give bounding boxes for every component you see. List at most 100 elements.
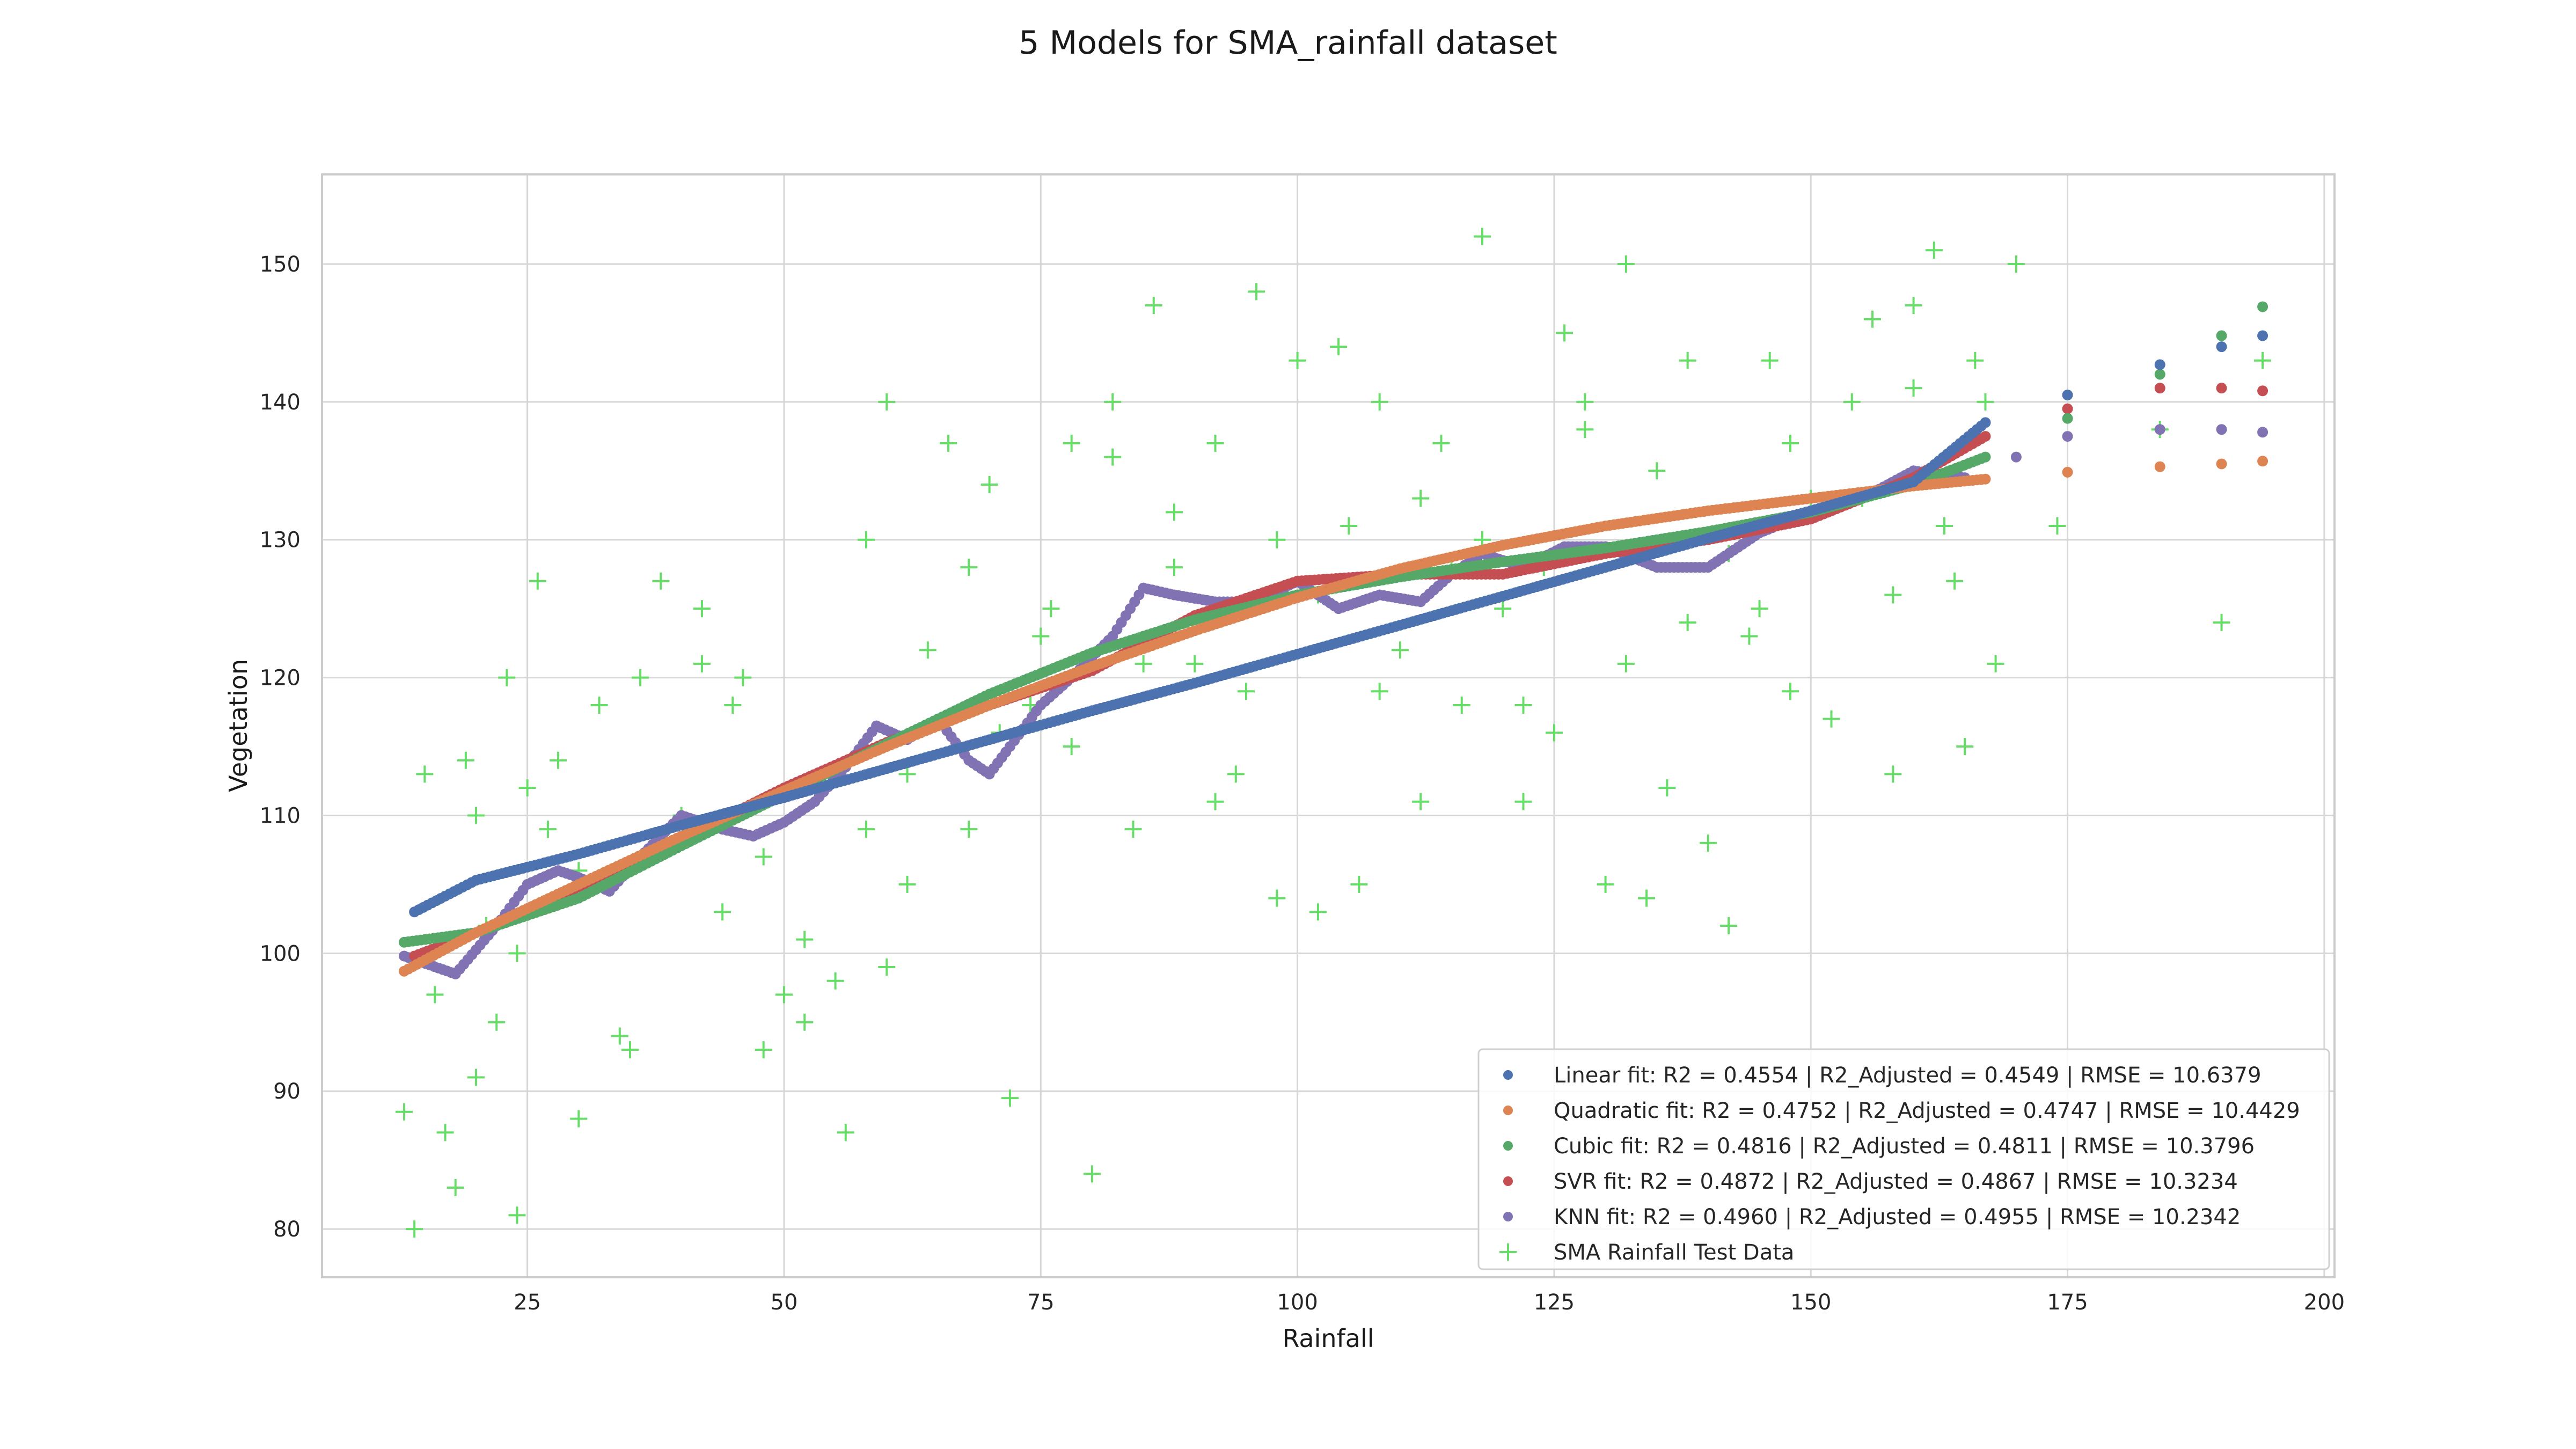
test-data-point [775, 986, 793, 1004]
test-data-point [416, 765, 434, 783]
test-data-point [898, 875, 916, 893]
test-data-point [1494, 600, 1512, 618]
fit-point [2154, 424, 2165, 435]
test-data-point [396, 1103, 413, 1121]
test-data-point [1166, 559, 1183, 576]
test-data-point [1371, 683, 1388, 700]
test-data-point [796, 1013, 814, 1031]
legend-marker [1503, 1141, 1513, 1151]
test-data-point [858, 821, 875, 838]
y-tick-label: 140 [260, 390, 301, 415]
test-data-point [1545, 724, 1563, 742]
y-tick-label: 90 [273, 1079, 301, 1104]
test-data-point [457, 751, 474, 769]
test-data-point [1309, 903, 1327, 921]
test-data-point [621, 1041, 639, 1059]
chart-title: 5 Models for SMA_rainfall dataset [1019, 24, 1557, 62]
y-tick-label: 120 [260, 666, 301, 691]
fit-point [2154, 383, 2165, 394]
test-data-point [1864, 310, 1882, 328]
fit-point [2257, 330, 2268, 341]
fit-point [2216, 424, 2227, 435]
test-data-point [1576, 421, 1594, 438]
test-data-point [1761, 352, 1779, 369]
fit-point [2257, 427, 2268, 438]
fit-point [2257, 385, 2268, 397]
x-tick-label: 50 [771, 1290, 798, 1315]
x-tick-label: 75 [1027, 1290, 1055, 1315]
test-data-point [467, 807, 485, 824]
series-sma [396, 228, 2272, 1238]
test-data-point [1597, 875, 1614, 893]
test-data-point [693, 600, 711, 618]
test-data-point [980, 475, 998, 493]
test-data-point [755, 1041, 772, 1059]
test-data-point [714, 903, 731, 921]
legend: Linear fit: R2 = 0.4554 | R2_Adjusted = … [1477, 1048, 2330, 1270]
test-data-point [898, 765, 916, 783]
test-data-point [2007, 255, 2025, 273]
test-data-point [1884, 765, 1902, 783]
x-tick-label: 150 [1790, 1290, 1831, 1315]
test-data-point [1884, 586, 1902, 604]
test-data-point [529, 572, 546, 590]
test-data-point [1514, 696, 1532, 714]
plot-frame [321, 173, 2336, 1278]
test-data-point [1350, 875, 1368, 893]
legend-entry: Quadratic fit: R2 = 0.4752 | R2_Adjusted… [1554, 1099, 2300, 1123]
test-data-point [2213, 613, 2230, 631]
test-data-point [1135, 655, 1152, 672]
test-data-point [1063, 434, 1080, 452]
test-data-point [1925, 241, 1943, 259]
fit-point [1980, 473, 1991, 485]
y-tick-labels: 80 90 100 110 120 130 140 150 [260, 252, 301, 1242]
test-data-point [940, 434, 957, 452]
series-linear [409, 330, 2268, 918]
fit-point [2154, 369, 2165, 380]
test-data-point [1227, 765, 1245, 783]
legend-entry: KNN fit: R2 = 0.4960 | R2_Adjusted = 0.4… [1554, 1205, 2241, 1230]
fit-point [2216, 330, 2227, 341]
test-data-point [1781, 434, 1799, 452]
test-data-point [1237, 683, 1255, 700]
y-tick-label: 110 [260, 803, 301, 828]
test-data-point [1289, 352, 1306, 369]
test-data-point [1935, 517, 1953, 535]
test-data-point [1042, 600, 1060, 618]
y-tick-label: 150 [260, 252, 301, 277]
test-data-point [1556, 324, 1574, 342]
legend-marker [1503, 1070, 1513, 1080]
test-data-point [1648, 462, 1666, 480]
test-data-point [570, 1110, 588, 1128]
test-data-point [724, 696, 742, 714]
fit-point [2062, 431, 2073, 442]
test-data-point [406, 1220, 423, 1238]
test-data-point [1330, 338, 1348, 356]
test-data-point [1514, 793, 1532, 810]
test-data-point [919, 641, 936, 659]
test-data-point [1268, 531, 1286, 548]
test-data-point [1751, 600, 1768, 618]
test-data-point [508, 1206, 526, 1224]
x-tick-label: 125 [1534, 1290, 1575, 1315]
test-data-point [1206, 434, 1224, 452]
test-data-point [539, 821, 557, 838]
y-tick-label: 130 [260, 528, 301, 553]
test-data-point [1104, 393, 1122, 411]
test-data-point [508, 945, 526, 962]
test-data-point [1843, 393, 1861, 411]
test-data-point [1206, 793, 1224, 810]
test-data-point [1432, 434, 1450, 452]
test-data-point [1124, 821, 1142, 838]
test-data-point [1166, 503, 1183, 521]
fit-point [2154, 359, 2165, 370]
test-data-point [1576, 393, 1594, 411]
test-data-point [1987, 655, 2004, 672]
fit-point [1980, 431, 1991, 442]
test-data-point [1740, 627, 1758, 645]
test-data-point [1453, 696, 1470, 714]
test-data-point [2048, 517, 2066, 535]
fit-point [2257, 456, 2268, 467]
test-data-point [498, 669, 516, 686]
legend-marker [1503, 1176, 1513, 1186]
